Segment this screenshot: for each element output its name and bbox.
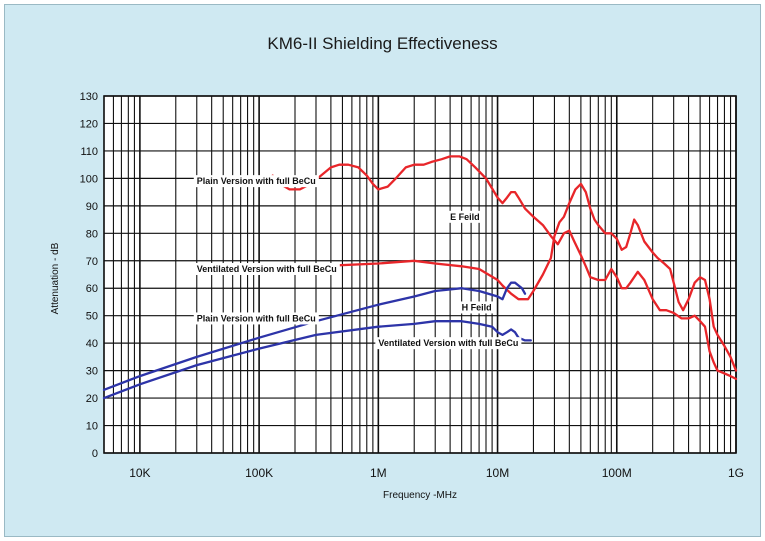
- annotation-label: Plain Version with full BeCu: [197, 313, 316, 323]
- y-tick-label: 100: [80, 173, 98, 185]
- y-tick-label: 0: [92, 448, 98, 460]
- y-tick-label: 60: [86, 283, 98, 295]
- y-axis-label: Attenuation - dB: [50, 242, 61, 314]
- y-tick-label: 40: [86, 338, 98, 350]
- annotation-label: Ventilated Version with full BeCu: [378, 338, 518, 348]
- y-tick-label: 90: [86, 201, 98, 213]
- series-line-2: [257, 182, 738, 372]
- y-tick-label: 20: [86, 393, 98, 405]
- annotation-background: [193, 312, 319, 325]
- plot-border: [103, 95, 737, 454]
- y-tick-label: 50: [86, 311, 98, 323]
- series-line-1: [271, 155, 738, 381]
- x-tick-label: 100M: [602, 466, 632, 480]
- series-line-3: [102, 281, 527, 391]
- x-tick-label: 1M: [370, 466, 387, 480]
- x-tick-label: 1G: [728, 466, 744, 480]
- annotation-background: [375, 337, 522, 350]
- y-tick-label: 130: [80, 91, 98, 103]
- annotation-background: [447, 210, 483, 223]
- annotation-background: [458, 301, 495, 314]
- y-tick-label: 10: [86, 421, 98, 433]
- y-tick-label: 80: [86, 228, 98, 240]
- x-axis-label: Frequency -MHz: [383, 490, 457, 501]
- annotation-label: Ventilated Version with full BeCu: [197, 264, 337, 274]
- chart-title: KM6-II Shielding Effectiveness: [267, 34, 498, 53]
- y-tick-label: 120: [80, 118, 98, 130]
- x-tick-label: 10M: [486, 466, 509, 480]
- y-tick-label: 30: [86, 366, 98, 378]
- series-line-4: [102, 320, 532, 400]
- x-tick-label: 100K: [245, 466, 273, 480]
- annotation-background: [193, 263, 340, 276]
- annotation-label: E Feild: [450, 212, 480, 222]
- annotation-background: [193, 175, 319, 188]
- annotation-label: Plain Version with full BeCu: [197, 176, 316, 186]
- y-tick-label: 70: [86, 256, 98, 268]
- annotation-label: H Feild: [462, 302, 492, 312]
- y-tick-label: 110: [80, 146, 98, 158]
- x-tick-label: 10K: [129, 466, 150, 480]
